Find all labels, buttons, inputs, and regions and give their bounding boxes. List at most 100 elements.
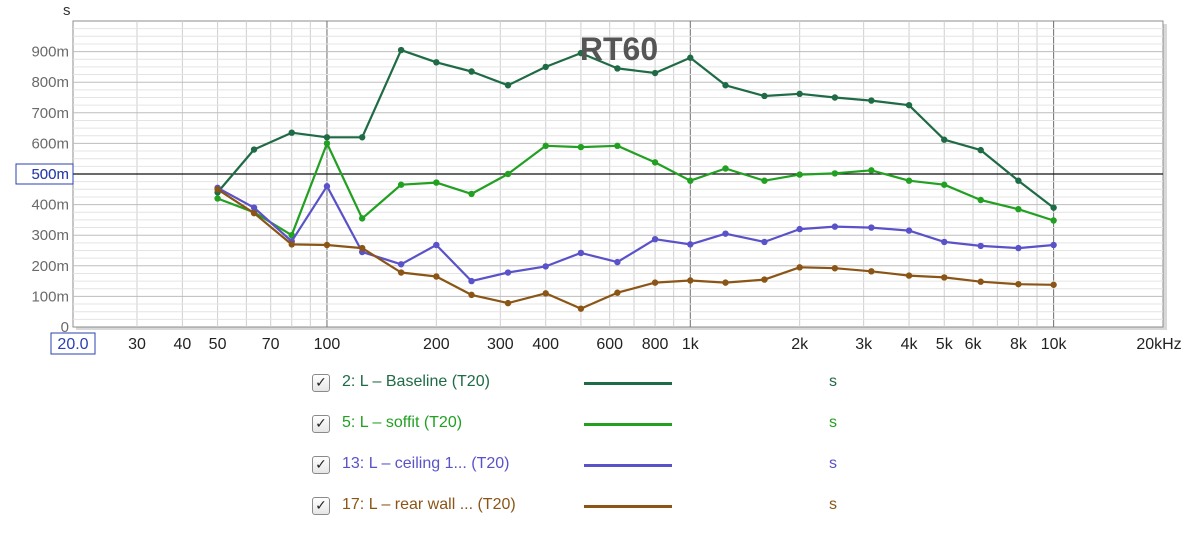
data-point [504, 82, 512, 89]
data-point [1015, 280, 1022, 288]
data-point [941, 238, 948, 246]
data-point [905, 177, 913, 184]
x-tick-label: 70 [262, 336, 280, 353]
data-point [831, 265, 839, 272]
data-point [905, 227, 913, 234]
axis-labels: 0100m200m300m400m500m600m700m800m900m500… [15, 44, 1182, 355]
data-point [397, 46, 405, 54]
data-point [468, 190, 475, 198]
legend-line-swatch [584, 382, 672, 385]
y-tick-label: 500m [31, 166, 69, 183]
data-point [761, 238, 768, 246]
data-point [905, 272, 913, 279]
data-point [687, 241, 694, 248]
data-point [941, 181, 948, 188]
data-point [651, 159, 659, 166]
data-point [941, 136, 948, 143]
x-tick-label: 300 [487, 336, 514, 353]
legend-label: 2: L – Baseline (T20) [342, 373, 490, 390]
chart-title: RT60 [580, 31, 658, 67]
x-tick-label: 400 [532, 336, 559, 353]
x-tick-label: 20kHz [1136, 336, 1181, 353]
legend-unit: s [829, 455, 837, 472]
legend-label: 13: L – ceiling 1... (T20) [342, 455, 510, 472]
data-point [358, 134, 366, 141]
data-point [397, 269, 405, 276]
data-point [651, 69, 659, 77]
data-point [796, 225, 803, 233]
data-point [868, 167, 875, 174]
legend-checkbox[interactable]: ✓ [312, 374, 330, 392]
data-point [651, 235, 659, 243]
data-point [831, 170, 839, 177]
legend-item: ✓ 13: L – ceiling 1... (T20) s [312, 452, 872, 493]
x-tick-label: 1k [682, 336, 700, 353]
data-point [905, 101, 913, 109]
data-point [796, 90, 803, 98]
legend-checkbox[interactable]: ✓ [312, 415, 330, 433]
x-tick-label: 600 [596, 336, 623, 353]
data-point [323, 241, 331, 249]
data-point [722, 82, 729, 89]
data-point [397, 261, 405, 268]
data-point [868, 224, 875, 231]
y-tick-label: 0 [61, 319, 69, 336]
data-point [323, 140, 331, 147]
legend-line-swatch [584, 464, 672, 467]
series-line-4 [216, 188, 1054, 310]
data-point [614, 65, 621, 72]
data-point [1050, 281, 1057, 288]
data-point [542, 263, 549, 270]
data-point [614, 142, 621, 150]
data-point [1015, 244, 1022, 252]
data-point [250, 146, 258, 153]
data-point [577, 143, 585, 151]
legend: ✓ 2: L – Baseline (T20) s ✓ 5: L – soffi… [312, 370, 872, 534]
x-tick-label: 100 [314, 336, 341, 353]
legend-checkbox[interactable]: ✓ [312, 497, 330, 515]
data-point [504, 170, 512, 178]
data-point [831, 223, 839, 230]
legend-line-swatch [584, 423, 672, 426]
x-tick-label: 8k [1010, 336, 1028, 353]
data-point [214, 195, 221, 202]
data-point [504, 299, 512, 307]
data-point [831, 94, 839, 101]
x-tick-label: 4k [901, 336, 919, 353]
data-point [722, 230, 729, 237]
data-point [577, 49, 585, 57]
data-point [1015, 205, 1022, 213]
data-point [433, 59, 440, 66]
data-point [433, 241, 440, 249]
data-point [868, 268, 875, 275]
data-point [468, 68, 475, 75]
data-point [433, 273, 440, 280]
series-line-3 [217, 185, 1054, 283]
data-point [250, 204, 258, 211]
x-tick-label: 800 [642, 336, 669, 353]
x-tick-label: 6k [965, 336, 983, 353]
data-point [288, 129, 295, 136]
y-tick-label: 700m [31, 105, 69, 122]
data-point [250, 209, 258, 217]
y-unit-label: s [63, 2, 71, 19]
data-point [977, 196, 984, 204]
x-tick-label: 30 [128, 336, 146, 353]
x-tick-label: 40 [173, 336, 191, 353]
data-point [977, 146, 984, 154]
data-point [1050, 217, 1057, 224]
data-point [397, 181, 405, 188]
legend-checkbox[interactable]: ✓ [312, 456, 330, 474]
y-tick-label: 300m [31, 227, 69, 244]
legend-unit: s [829, 414, 837, 431]
legend-item: ✓ 2: L – Baseline (T20) s [312, 370, 872, 411]
data-point [761, 177, 768, 184]
x-tick-label: 200 [423, 336, 450, 353]
y-tick-label: 600m [31, 135, 69, 152]
data-point [577, 305, 585, 312]
y-tick-label-highlight: 500m [31, 166, 69, 183]
data-point [468, 277, 475, 285]
rt60-chart[interactable]: 0100m200m300m400m500m600m700m800m900m500… [0, 0, 1200, 365]
data-point [761, 276, 768, 283]
legend-label: 17: L – rear wall ... (T20) [342, 496, 516, 513]
